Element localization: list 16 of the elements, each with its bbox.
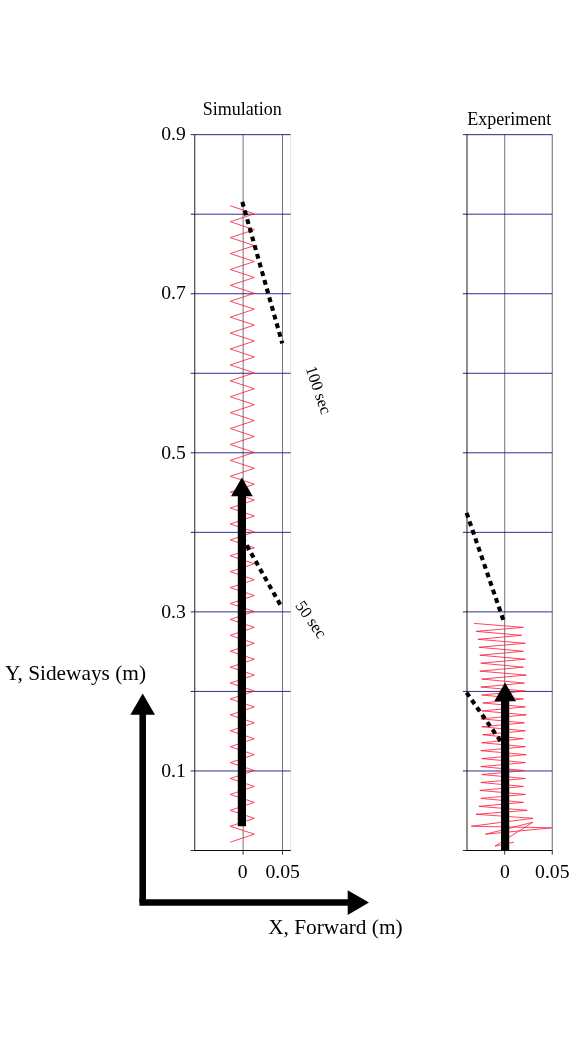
x-tick-label: 0 [499, 860, 510, 883]
y-tick-label: 0.9 [161, 122, 186, 145]
chart-title: Experiment [467, 108, 552, 129]
x-tick-label: 0.05 [265, 860, 301, 883]
y-axis-title: Y, Sideways (m) [4, 660, 146, 685]
x-tick-label: 0 [237, 860, 248, 883]
x-tick-label: 0.05 [535, 860, 570, 883]
y-tick-label: 0.3 [161, 599, 186, 622]
y-tick-label: 0.7 [161, 281, 186, 304]
y-tick-label: 0.1 [161, 758, 186, 781]
text: 100 sec [301, 363, 336, 417]
chart-title: Simulation [202, 99, 282, 120]
x-axis-title: X, Forward (m) [268, 914, 403, 939]
line-series [229, 205, 255, 843]
text: 50 sec [291, 596, 331, 642]
y-tick-label: 0.5 [161, 440, 186, 463]
